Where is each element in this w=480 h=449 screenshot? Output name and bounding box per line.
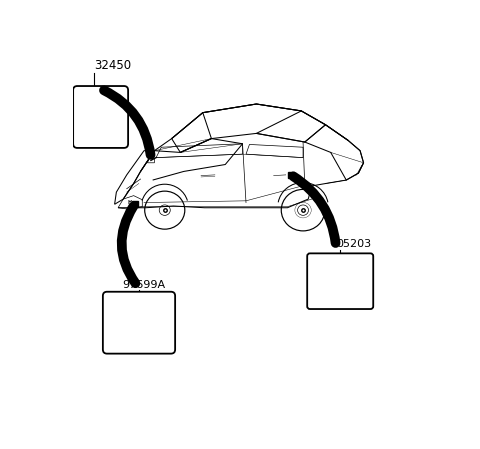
FancyArrowPatch shape (293, 176, 336, 243)
FancyArrowPatch shape (121, 207, 135, 283)
Text: 32450: 32450 (95, 59, 132, 72)
Text: 97699A: 97699A (122, 280, 166, 290)
FancyBboxPatch shape (73, 86, 128, 148)
FancyArrowPatch shape (104, 90, 151, 155)
FancyBboxPatch shape (103, 292, 175, 354)
Text: 05203: 05203 (336, 239, 371, 249)
Text: H: H (127, 200, 132, 205)
FancyBboxPatch shape (307, 253, 373, 309)
